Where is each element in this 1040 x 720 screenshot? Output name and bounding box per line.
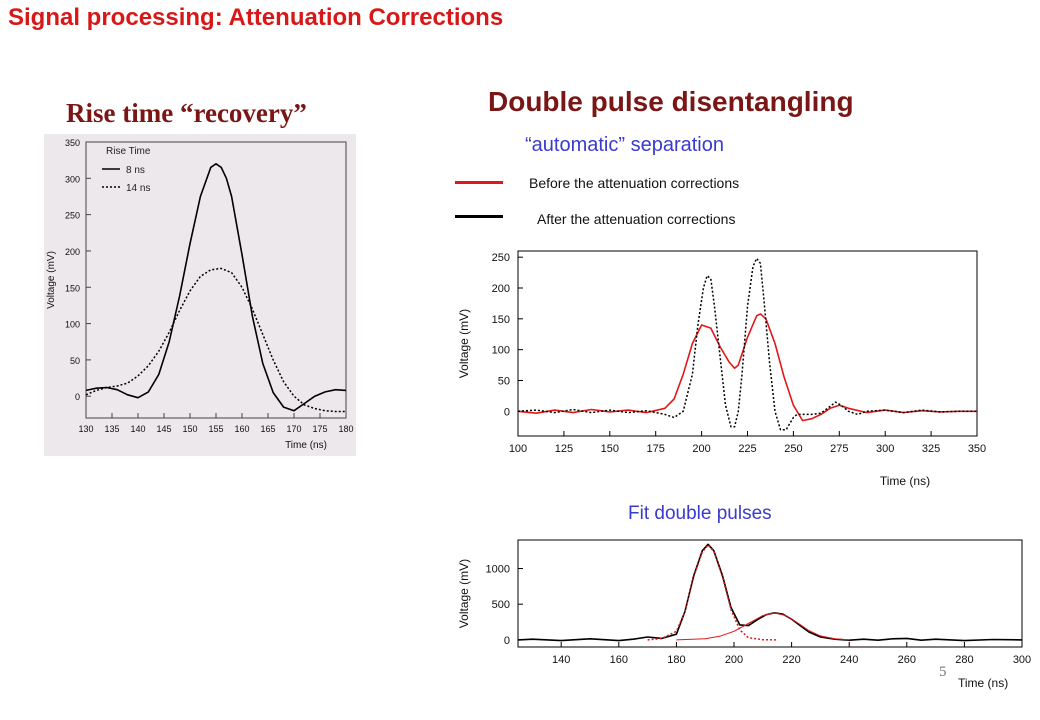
x-tick-label: 140	[130, 424, 145, 434]
y-tick-label: 150	[65, 283, 80, 293]
x-tick-label: 240	[840, 654, 858, 666]
x-tick-label: 125	[555, 443, 573, 455]
chart-background	[44, 134, 356, 456]
double-pulse-chart: 100 125 150 175 200 225 250 275 300 325 350 0 50 100 1…	[457, 250, 986, 488]
series-line	[85, 162, 347, 412]
y-axis-label: Voltage (mV)	[457, 309, 471, 378]
y-tick-label: 0	[504, 406, 510, 418]
y-axis-label: Voltage (mV)	[46, 251, 57, 309]
x-tick-label: 175	[312, 424, 327, 434]
x-tick-label: 220	[782, 654, 800, 666]
x-tick-label: 300	[876, 443, 894, 455]
y-tick-label: 250	[65, 211, 80, 221]
plot-frame	[517, 250, 978, 437]
page-number: 5	[939, 664, 947, 680]
y-tick-label: 300	[65, 174, 80, 184]
double-pulse-title: Double pulse disentangling	[488, 86, 854, 117]
x-tick-label: 150	[182, 424, 197, 434]
x-tick-label: 160	[234, 424, 249, 434]
x-tick-label: 325	[922, 443, 940, 455]
x-tick-label: 130	[78, 424, 93, 434]
x-tick-label: 100	[509, 443, 527, 455]
rise-time-chart: 130 135 140 145 150 155 160 165 170 175 180 0 50 100 1…	[44, 134, 356, 456]
x-tick-label: 140	[552, 654, 570, 666]
legend-entry: 8 ns	[126, 165, 145, 176]
x-tick-label: 165	[260, 424, 275, 434]
y-tick-label: 1000	[486, 564, 510, 576]
x-tick-label: 250	[784, 443, 802, 455]
x-axis-label: Time (ns)	[880, 474, 930, 488]
y-tick-label: 50	[498, 376, 510, 388]
x-tick-label: 160	[610, 654, 628, 666]
y-tick-label: 100	[65, 320, 80, 330]
series-line	[85, 267, 346, 413]
x-tick-label: 300	[1013, 654, 1031, 666]
x-tick-label: 260	[898, 654, 916, 666]
x-tick-label: 155	[208, 424, 223, 434]
series-line	[647, 544, 778, 641]
rise-time-title: Rise time “recovery”	[66, 98, 307, 128]
legend-line-before	[455, 181, 503, 184]
legend-title: Rise Time	[106, 146, 151, 157]
slide-title: Signal processing: Attenuation Correctio…	[8, 4, 504, 31]
legend-label-before: Before the attenuation corrections	[529, 175, 740, 191]
series-line	[517, 543, 1023, 642]
x-tick-label: 180	[667, 654, 685, 666]
y-tick-label: 100	[492, 345, 510, 357]
legend-label-after: After the attenuation corrections	[537, 211, 736, 227]
bottom-chart-x-label: Time (ns)	[958, 676, 1009, 690]
automatic-separation-label: “automatic” separation	[525, 134, 724, 156]
series-line	[676, 612, 850, 641]
x-tick-label: 175	[647, 443, 665, 455]
x-tick-label: 180	[338, 424, 353, 434]
x-axis-label: Time (ns)	[285, 440, 327, 451]
y-tick-label: 150	[492, 314, 510, 326]
y-tick-label: 50	[70, 356, 80, 366]
x-tick-label: 135	[104, 424, 119, 434]
x-tick-label: 150	[601, 443, 619, 455]
fit-double-pulses-title: Fit double pulses	[628, 503, 772, 524]
fit-double-pulse-chart: 140 160 180 200 220 240 260 280 300 0 500 1000 Volta…	[457, 539, 1031, 666]
legend-entry: 14 ns	[126, 183, 150, 194]
y-tick-label: 0	[504, 635, 510, 647]
x-tick-label: 225	[738, 443, 756, 455]
y-tick-label: 200	[492, 283, 510, 295]
x-tick-label: 200	[692, 443, 710, 455]
legend-line-after	[455, 215, 503, 218]
y-tick-label: 200	[65, 247, 80, 257]
x-tick-label: 280	[955, 654, 973, 666]
x-tick-label: 350	[968, 443, 986, 455]
x-tick-label: 200	[725, 654, 743, 666]
x-tick-label: 145	[156, 424, 171, 434]
plot-frame	[517, 539, 1023, 648]
y-axis-label: Voltage (mV)	[457, 559, 471, 628]
y-tick-label: 500	[492, 599, 510, 611]
series-line	[517, 313, 977, 422]
y-tick-label: 250	[492, 252, 510, 264]
x-tick-label: 275	[830, 443, 848, 455]
y-tick-label: 0	[75, 392, 80, 402]
series-line	[517, 257, 977, 431]
y-tick-label: 350	[65, 138, 80, 148]
x-tick-label: 170	[286, 424, 301, 434]
